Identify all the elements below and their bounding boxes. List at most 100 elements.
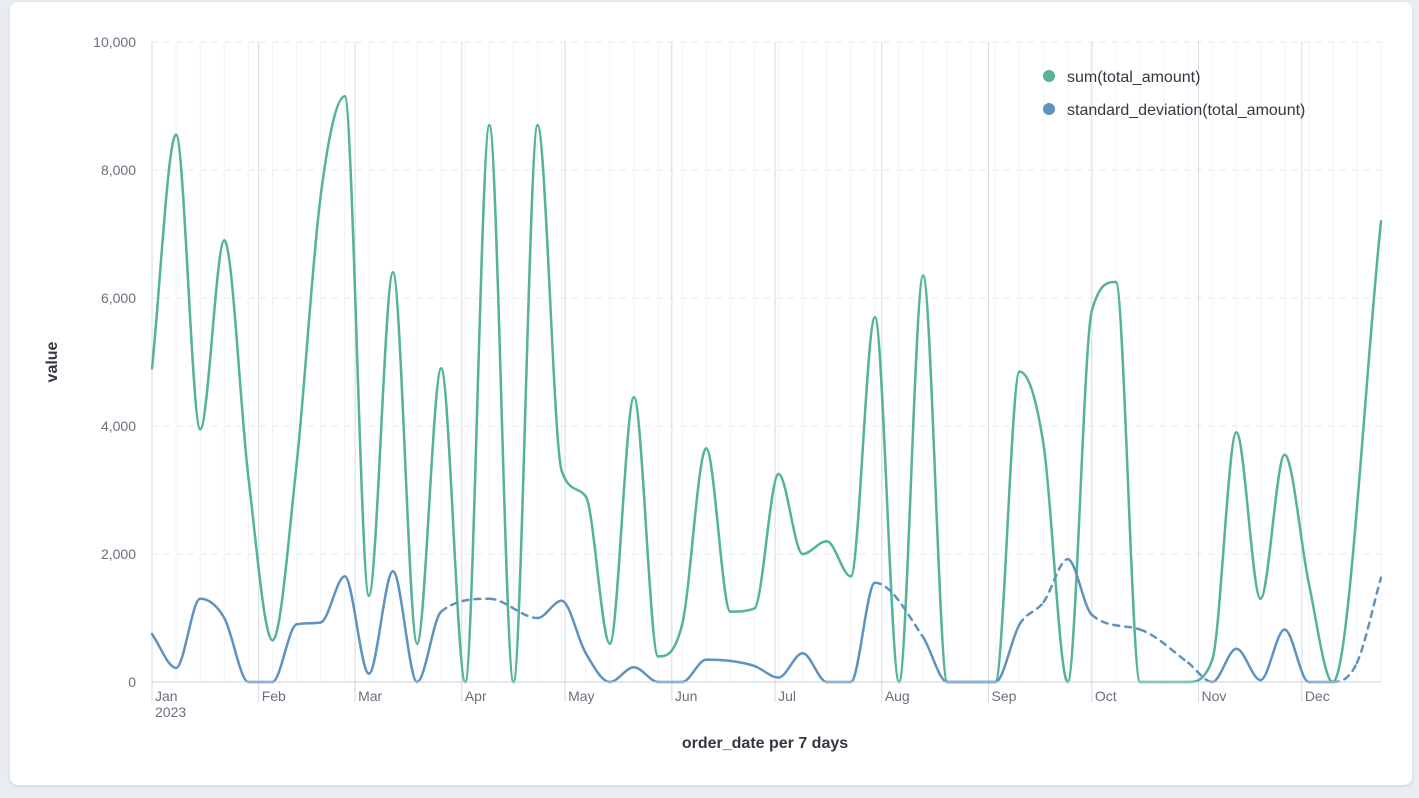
series-0-segment [271, 463, 298, 642]
x-tick-label: Jan [155, 688, 178, 704]
series-0-segment [849, 315, 877, 578]
series-1-segment [488, 597, 539, 620]
series-0-point [173, 132, 179, 138]
series-0-segment [753, 472, 780, 610]
series-1-point [1065, 556, 1071, 562]
series-0-segment [247, 475, 274, 642]
series-0-point [920, 273, 926, 279]
x-tick-label: Apr [465, 688, 487, 704]
series-0-point [631, 394, 637, 400]
series-1-point [631, 664, 637, 670]
legend[interactable]: sum(total_amount) standard_deviation(tota… [1043, 69, 1305, 119]
series-1-point [583, 650, 589, 656]
series-1-segment [729, 659, 756, 668]
series-0-point [824, 538, 830, 544]
series-1-point [800, 650, 806, 656]
series-1-point [559, 598, 565, 604]
series-1-segment [705, 658, 732, 663]
y-tick-label: 4,000 [101, 418, 136, 434]
series-0-segment [608, 395, 636, 645]
series-0-segment [1186, 658, 1214, 684]
series-1-segment [1042, 557, 1069, 604]
series-1-segment [343, 575, 371, 675]
series-0-point [559, 468, 565, 474]
series-1-point [920, 634, 926, 640]
series-1-segment [1138, 628, 1190, 665]
y-tick-label: 0 [128, 674, 136, 690]
series-0-segment [391, 271, 419, 645]
series-1-segment [1018, 600, 1045, 626]
x-axis-title: order_date per 7 days [682, 735, 848, 752]
series-1-segment [1235, 647, 1262, 682]
series-0-segment [1066, 309, 1094, 684]
series-0-segment [367, 271, 395, 597]
y-axis-title: value [44, 341, 61, 382]
series-1-segment [753, 664, 780, 679]
series-1-point [872, 580, 878, 586]
series-0-point [1209, 657, 1215, 663]
series-0-segment [1283, 453, 1310, 585]
series-0-point [1089, 308, 1095, 314]
series-0-segment [464, 123, 491, 684]
series-0-point [1113, 279, 1119, 285]
series-0-segment [705, 447, 732, 613]
series-0-point [1306, 580, 1312, 586]
series-0-segment [1259, 453, 1286, 601]
series-0-segment [536, 123, 563, 473]
series-1-segment [801, 651, 828, 684]
series-0-point [1233, 429, 1239, 435]
series-1-segment [150, 632, 178, 670]
series-0-segment [897, 274, 925, 684]
series-0-point [1041, 442, 1047, 448]
series-0-segment [1042, 443, 1069, 684]
x-tick-label: Jun [675, 688, 698, 704]
series-0-point [318, 193, 324, 199]
legend-item-label: standard_deviation(total_amount) [1067, 102, 1305, 119]
series-1-point [1185, 660, 1191, 666]
series-1-point [1017, 621, 1023, 627]
series-1-segment [223, 616, 250, 684]
series-1-segment [608, 666, 636, 684]
series-1-segment [415, 610, 443, 684]
series-1-segment [319, 575, 347, 624]
series-0-segment [319, 95, 347, 197]
series-0-point [149, 365, 155, 371]
series-0-segment [777, 472, 804, 556]
series-0-segment [921, 274, 949, 684]
series-1-segment [536, 599, 563, 620]
series-layer [149, 95, 1384, 684]
series-0-point [366, 593, 372, 599]
series-0-segment [343, 95, 371, 597]
series-1-point [776, 675, 782, 681]
series-1-segment [391, 570, 419, 684]
series-0-point [583, 493, 589, 499]
series-1-point [294, 621, 300, 627]
series-0-point [727, 609, 733, 615]
x-tick-label: Jul [778, 688, 796, 704]
series-0-segment [223, 239, 250, 479]
series-1-segment [295, 621, 322, 626]
series-1-segment [1355, 576, 1383, 665]
series-1-point [751, 663, 757, 669]
series-1-segment [198, 597, 226, 620]
series-1-segment [994, 623, 1021, 684]
series-0-point [221, 237, 227, 243]
legend-swatch-icon [1043, 103, 1055, 115]
series-1-segment [560, 599, 588, 655]
series-0-point [269, 637, 275, 643]
series-0-point [607, 641, 613, 647]
series-0-segment [512, 123, 539, 684]
series-1-point [438, 609, 444, 615]
series-0-segment [584, 495, 612, 645]
series-1-segment [584, 651, 612, 684]
series-0-point [800, 551, 806, 557]
series-0-point [197, 426, 203, 432]
x-tick-label: Feb [262, 688, 286, 704]
series-1-point [149, 631, 155, 637]
series-0-segment [488, 123, 515, 684]
series-0-point [1282, 452, 1288, 458]
series-0-segment [1307, 581, 1335, 684]
series-1-point [727, 658, 733, 664]
series-1-point [1378, 575, 1384, 581]
